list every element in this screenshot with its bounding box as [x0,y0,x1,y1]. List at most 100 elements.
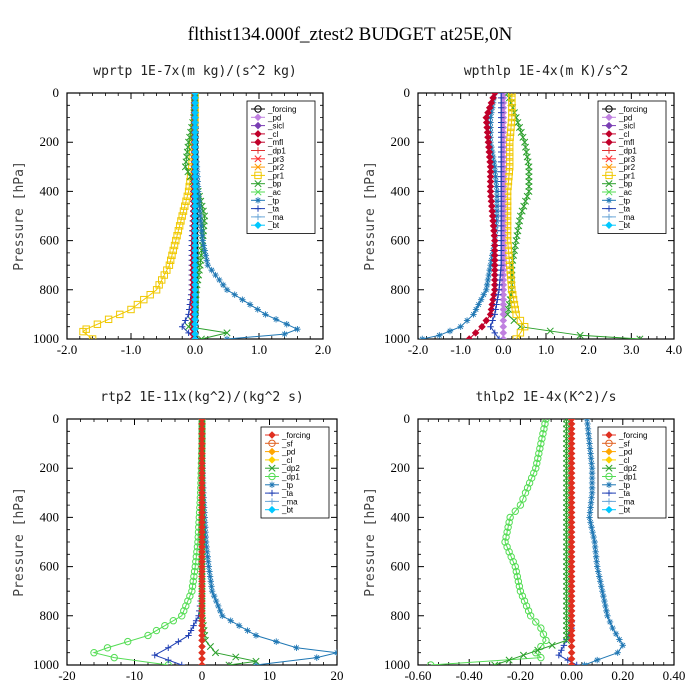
data-point [588,489,596,496]
data-point [196,212,204,220]
legend-entry: _dp1 [281,473,300,482]
legend-marker [605,113,613,122]
data-point [516,587,525,595]
x-tick-label: 0.0 [495,342,511,357]
legend-entry: _mfl [267,138,283,147]
data-point [533,459,541,467]
data-point [254,306,261,313]
y-tick-label: 800 [391,282,411,297]
legend-marker [605,171,613,180]
data-point [470,311,477,318]
data-point [616,636,623,643]
series-line [430,419,547,665]
data-point [510,316,518,325]
data-point [463,317,471,324]
data-point [203,543,210,551]
data-point [492,173,499,180]
data-point [124,637,132,646]
data-point [283,321,290,328]
data-point [540,425,548,433]
x-tick-label: 0 [199,668,206,683]
data-point [493,202,501,210]
y-tick-label: 200 [391,134,411,149]
data-point [495,335,503,339]
series-line [507,93,526,339]
legend-marker [254,121,262,130]
plot-area [90,419,337,665]
legend-marker [605,163,613,171]
data-point [537,653,545,662]
data-point [165,644,172,651]
data-point [178,612,186,620]
data-point [436,332,443,339]
panels: wprtp 1E-7x(m kg)/(s^2 kg) Pressure [hPa]… [12,64,685,683]
series-pr1 [503,93,529,339]
x-tick-label: 2.0 [581,342,597,357]
legend-entry: _sicl [618,122,635,131]
series-pr1 [79,93,199,339]
data-point [601,597,608,605]
y-tick-label: 1000 [33,657,59,672]
series-ta [555,419,580,665]
data-point [491,329,498,337]
series-dp2 [491,419,571,665]
data-point [155,281,163,289]
x-tick-label: -0.20 [507,668,534,683]
plot-area [427,419,626,665]
plot-area [79,93,301,339]
data-point [493,198,501,205]
data-point [511,507,519,515]
data-point [539,430,547,438]
legend-marker [605,464,613,472]
data-point [252,632,260,639]
data-point [512,567,521,576]
data-point [636,335,644,339]
data-point [591,543,599,551]
legend-marker [254,138,262,146]
legend-marker [605,155,613,163]
legend-entry: _tp [618,196,631,205]
data-point [518,207,526,215]
x-tick-label: 2.0 [315,342,331,357]
legend-marker [254,221,262,229]
data-point [591,538,598,546]
legend-marker [254,188,262,196]
data-point [521,197,530,205]
legend-entry: _cl [281,456,292,465]
legend-marker [268,464,276,472]
series-ta [487,93,505,339]
legend-marker [254,155,262,163]
x-tick-label: 4.0 [666,342,682,357]
legend-entry: _ma [618,497,635,506]
data-point [189,577,197,586]
data-point [232,653,240,661]
data-point [180,607,188,615]
data-point [252,661,260,665]
data-point [499,316,508,325]
data-point [584,425,592,433]
data-point [203,257,210,264]
data-point [508,99,516,107]
data-point [178,212,186,220]
x-tick-label: -2.0 [57,342,78,357]
data-point [179,323,186,330]
data-point [493,207,501,215]
data-point [604,612,611,619]
legend-entry: _ta [267,205,280,214]
y-tick-label: 400 [391,509,411,524]
data-point [567,642,576,651]
legend-entry: _ta [618,205,631,214]
data-point [313,654,320,661]
data-point [197,222,205,230]
data-point [522,602,531,610]
data-point [483,286,490,293]
legend-marker [254,180,262,188]
data-point [587,455,595,462]
y-tick-label: 600 [40,559,60,574]
data-point [446,327,454,335]
data-point [512,335,520,339]
data-point [93,320,102,328]
data-point [203,548,211,556]
data-point [195,198,203,205]
data-point [530,469,538,477]
